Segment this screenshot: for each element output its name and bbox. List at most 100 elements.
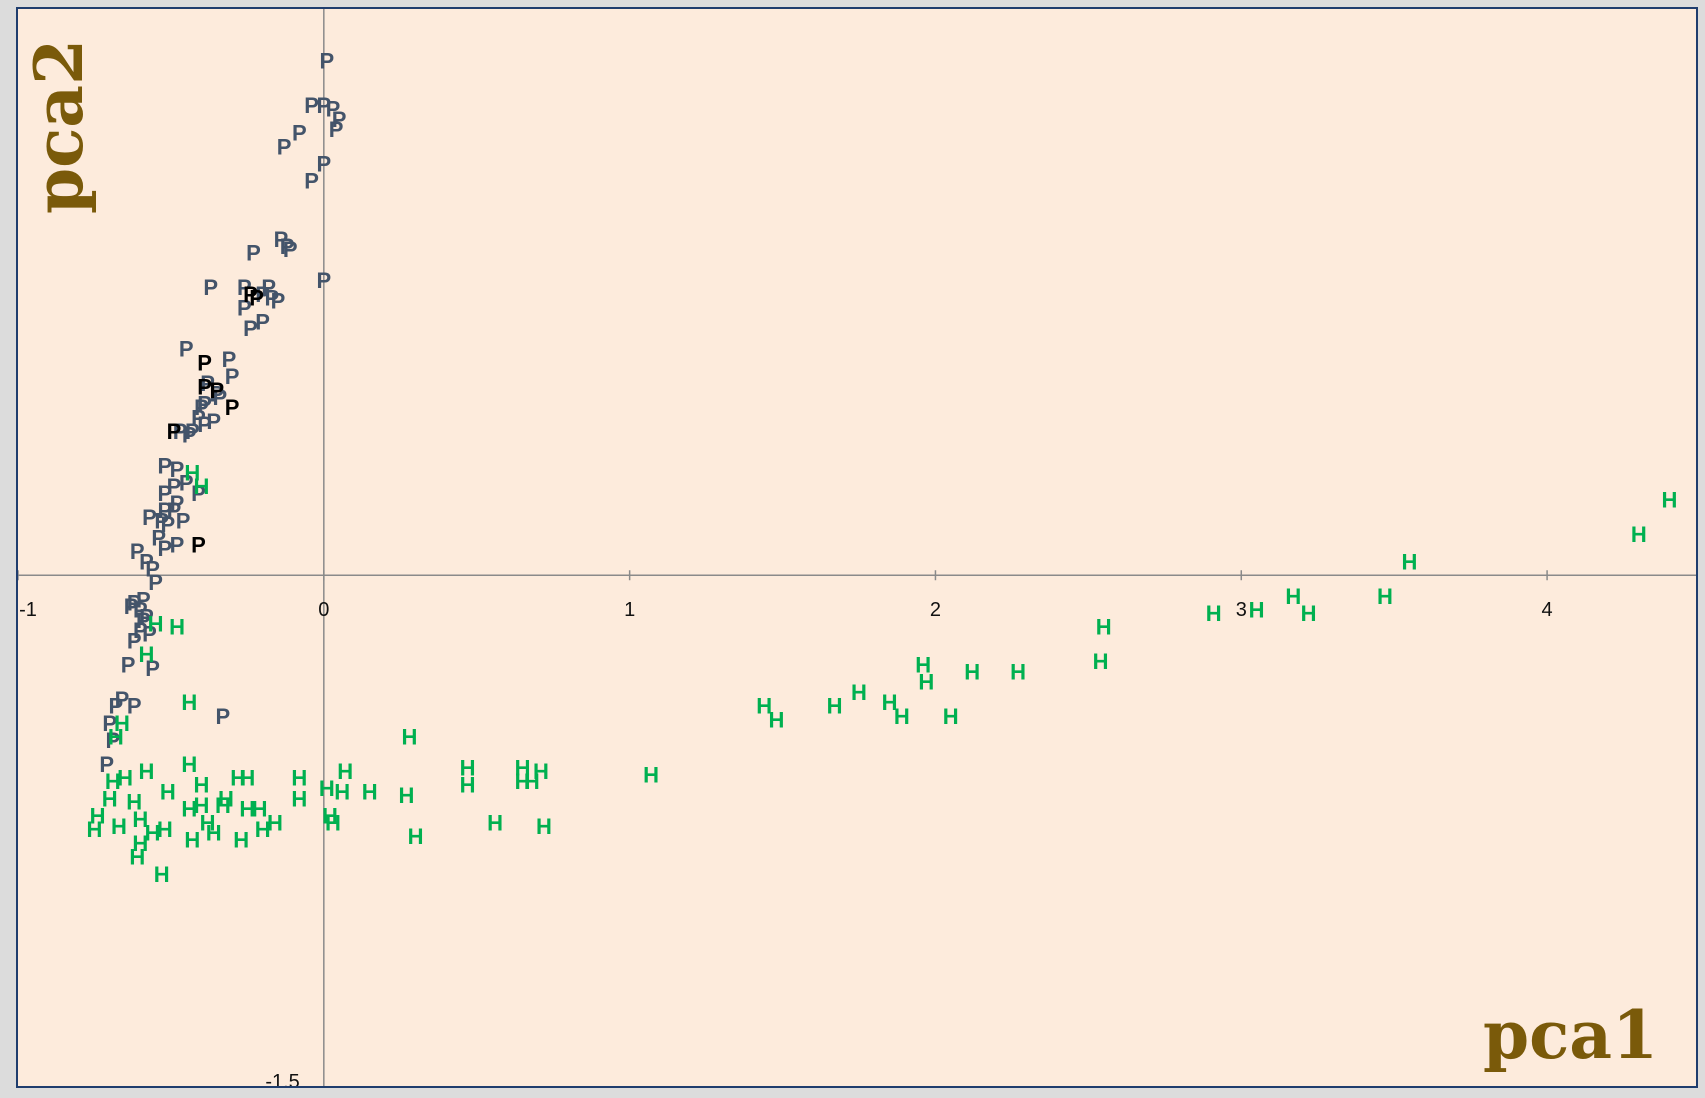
data-point-p: P — [316, 93, 331, 118]
data-point-p: P — [176, 508, 191, 533]
tick-labels: -1 0 1 2 3 4 -1.5 — [19, 599, 1553, 1086]
data-point-p: P — [170, 532, 185, 557]
data-point-p: P — [292, 121, 307, 146]
data-point-p: P — [329, 117, 344, 142]
data-point-p: P — [191, 532, 206, 557]
data-point-h: H — [756, 694, 772, 719]
data-point-p: P — [121, 652, 136, 677]
data-point-h: H — [184, 827, 200, 852]
data-point-p: P — [99, 752, 114, 777]
data-point-h: H — [154, 862, 170, 887]
data-point-p: P — [249, 285, 264, 310]
data-point-h: H — [533, 759, 549, 784]
data-point-h: H — [230, 766, 246, 791]
data-point-p: P — [133, 618, 148, 643]
data-point-p: P — [142, 622, 157, 647]
data-point-h: H — [239, 766, 255, 791]
data-point-h: H — [218, 786, 234, 811]
data-point-h: H — [1631, 522, 1647, 547]
data-point-h: H — [108, 725, 124, 750]
data-point-h: H — [325, 810, 341, 835]
data-point-h: H — [138, 759, 154, 784]
data-point-h: H — [536, 814, 552, 839]
data-point-h: H — [319, 776, 335, 801]
data-point-p: P — [255, 282, 270, 307]
data-point-h: H — [105, 769, 121, 794]
data-point-p: P — [203, 275, 218, 300]
data-point-h: H — [334, 779, 350, 804]
data-point-p: P — [157, 481, 172, 506]
data-point-p: P — [200, 371, 215, 396]
data-point-p: P — [133, 598, 148, 623]
data-point-h: H — [894, 704, 910, 729]
data-point-h: H — [515, 769, 531, 794]
data-point-h: H — [291, 786, 307, 811]
data-point-p: P — [237, 296, 252, 321]
data-point-h: H — [181, 797, 197, 822]
data-point-h: H — [90, 803, 106, 828]
data-point-h: H — [1661, 488, 1677, 513]
data-point-h: H — [851, 680, 867, 705]
data-point-p: P — [316, 268, 331, 293]
data-point-p: P — [316, 151, 331, 176]
data-point-h: H — [200, 810, 216, 835]
data-point-p: P — [271, 289, 286, 314]
data-point-p: P — [151, 525, 166, 550]
data-point-h: H — [126, 790, 142, 815]
data-point-h: H — [322, 803, 338, 828]
data-point-p: P — [277, 134, 292, 159]
x-tick-label: 3 — [1236, 599, 1247, 621]
data-point-h: H — [132, 831, 148, 856]
data-point-p: P — [194, 395, 209, 420]
data-point-p: P — [179, 471, 194, 496]
y-axis-title: pca2 — [20, 39, 98, 215]
data-point-p: P — [179, 337, 194, 362]
data-point-h: H — [402, 725, 418, 750]
data-point-p: P — [283, 237, 298, 262]
data-point-h: H — [87, 817, 103, 842]
data-point-h: H — [145, 821, 161, 846]
data-point-h: H — [132, 807, 148, 832]
data-point-p: P — [280, 234, 295, 259]
data-point-h: H — [943, 704, 959, 729]
data-point-p: P — [130, 539, 145, 564]
data-point-p: P — [145, 556, 160, 581]
data-point-p: P — [167, 474, 182, 499]
data-point-p: P — [115, 687, 130, 712]
x-tick-label: 4 — [1542, 599, 1553, 621]
data-point-p: P — [139, 604, 154, 629]
data-point-h: H — [1093, 649, 1109, 674]
data-point-h: H — [194, 773, 210, 798]
data-point-p: P — [212, 385, 227, 410]
data-point-p: P — [209, 378, 224, 403]
data-point-h: H — [181, 690, 197, 715]
data-point-p: P — [191, 481, 206, 506]
data-point-p: P — [274, 227, 289, 252]
data-point-h: H — [255, 817, 271, 842]
data-point-p: P — [170, 491, 185, 516]
data-point-h: H — [643, 762, 659, 787]
data-point-h: H — [184, 460, 200, 485]
data-point-h: H — [487, 810, 503, 835]
data-point-p: P — [182, 423, 197, 448]
data-point-p: P — [124, 594, 139, 619]
data-point-h: H — [882, 690, 898, 715]
data-point-p: P — [139, 550, 154, 575]
data-point-p: P — [157, 498, 172, 523]
data-point-h: H — [194, 474, 210, 499]
data-point-h: H — [1096, 615, 1112, 640]
data-point-p: P — [320, 48, 335, 73]
data-point-h: H — [160, 779, 176, 804]
data-point-h: H — [291, 766, 307, 791]
data-point-p: P — [216, 704, 231, 729]
data-point-p: P — [167, 498, 182, 523]
data-point-h: H — [181, 752, 197, 777]
data-point-p: P — [167, 419, 182, 444]
x-tick-label: 0 — [318, 599, 329, 621]
data-point-p: P — [255, 309, 270, 334]
data-point-h: H — [252, 797, 268, 822]
